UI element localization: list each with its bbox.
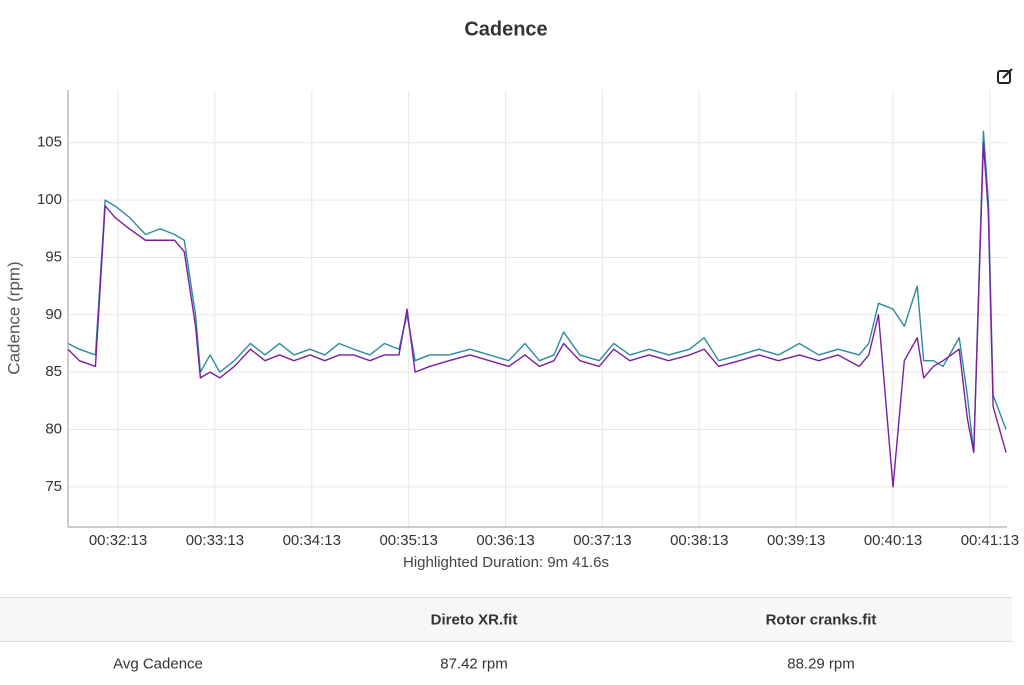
y-tick-label: 80 bbox=[45, 420, 62, 437]
x-tick-label: 00:40:13 bbox=[864, 532, 922, 549]
cell: 87.42 rpm bbox=[440, 655, 508, 672]
y-tick-label: 105 bbox=[37, 134, 62, 151]
x-tick-label: 00:41:13 bbox=[961, 532, 1019, 549]
x-tick-label: 00:36:13 bbox=[476, 532, 534, 549]
row-label: Avg Cadence bbox=[113, 655, 203, 672]
column-header: Rotor cranks.fit bbox=[765, 611, 877, 628]
table-header: Direto XR.fit Rotor cranks.fit bbox=[0, 597, 1012, 642]
edit-icon[interactable] bbox=[997, 68, 1013, 84]
series-line bbox=[67, 130, 1007, 454]
x-tick-label: 00:35:13 bbox=[379, 532, 437, 549]
x-tick-label: 00:33:13 bbox=[186, 532, 244, 549]
y-tick-label: 90 bbox=[45, 306, 62, 323]
y-tick-label: 85 bbox=[45, 363, 62, 380]
y-tick-label: 95 bbox=[45, 248, 62, 265]
x-tick-label: 00:38:13 bbox=[670, 532, 728, 549]
series-line bbox=[67, 142, 1007, 488]
column-header: Direto XR.fit bbox=[430, 611, 518, 628]
annotation: Highlighted Duration: 9m 41.6s bbox=[403, 554, 609, 571]
table: Direto XR.fit Rotor cranks.fit Avg Caden… bbox=[0, 597, 1012, 685]
cell: 88.29 rpm bbox=[787, 655, 855, 672]
y-tick-label: 75 bbox=[45, 478, 62, 495]
edit-icon-box bbox=[997, 70, 1011, 84]
chart: Cadence Cadence (rpm) Highlighted Durati… bbox=[4, 18, 1019, 571]
table-row: Avg Cadence 87.42 rpm 88.29 rpm bbox=[0, 642, 1012, 685]
x-tick-label: 00:39:13 bbox=[767, 532, 825, 549]
x-tick-label: 00:37:13 bbox=[573, 532, 631, 549]
y-axis-label: Cadence (rpm) bbox=[4, 261, 23, 374]
x-tick-label: 00:34:13 bbox=[283, 532, 341, 549]
y-tick-label: 100 bbox=[37, 191, 62, 208]
chart-title: Cadence bbox=[464, 18, 547, 40]
edit-icon-pen bbox=[1002, 68, 1013, 79]
x-tick-label: 00:32:13 bbox=[89, 532, 147, 549]
